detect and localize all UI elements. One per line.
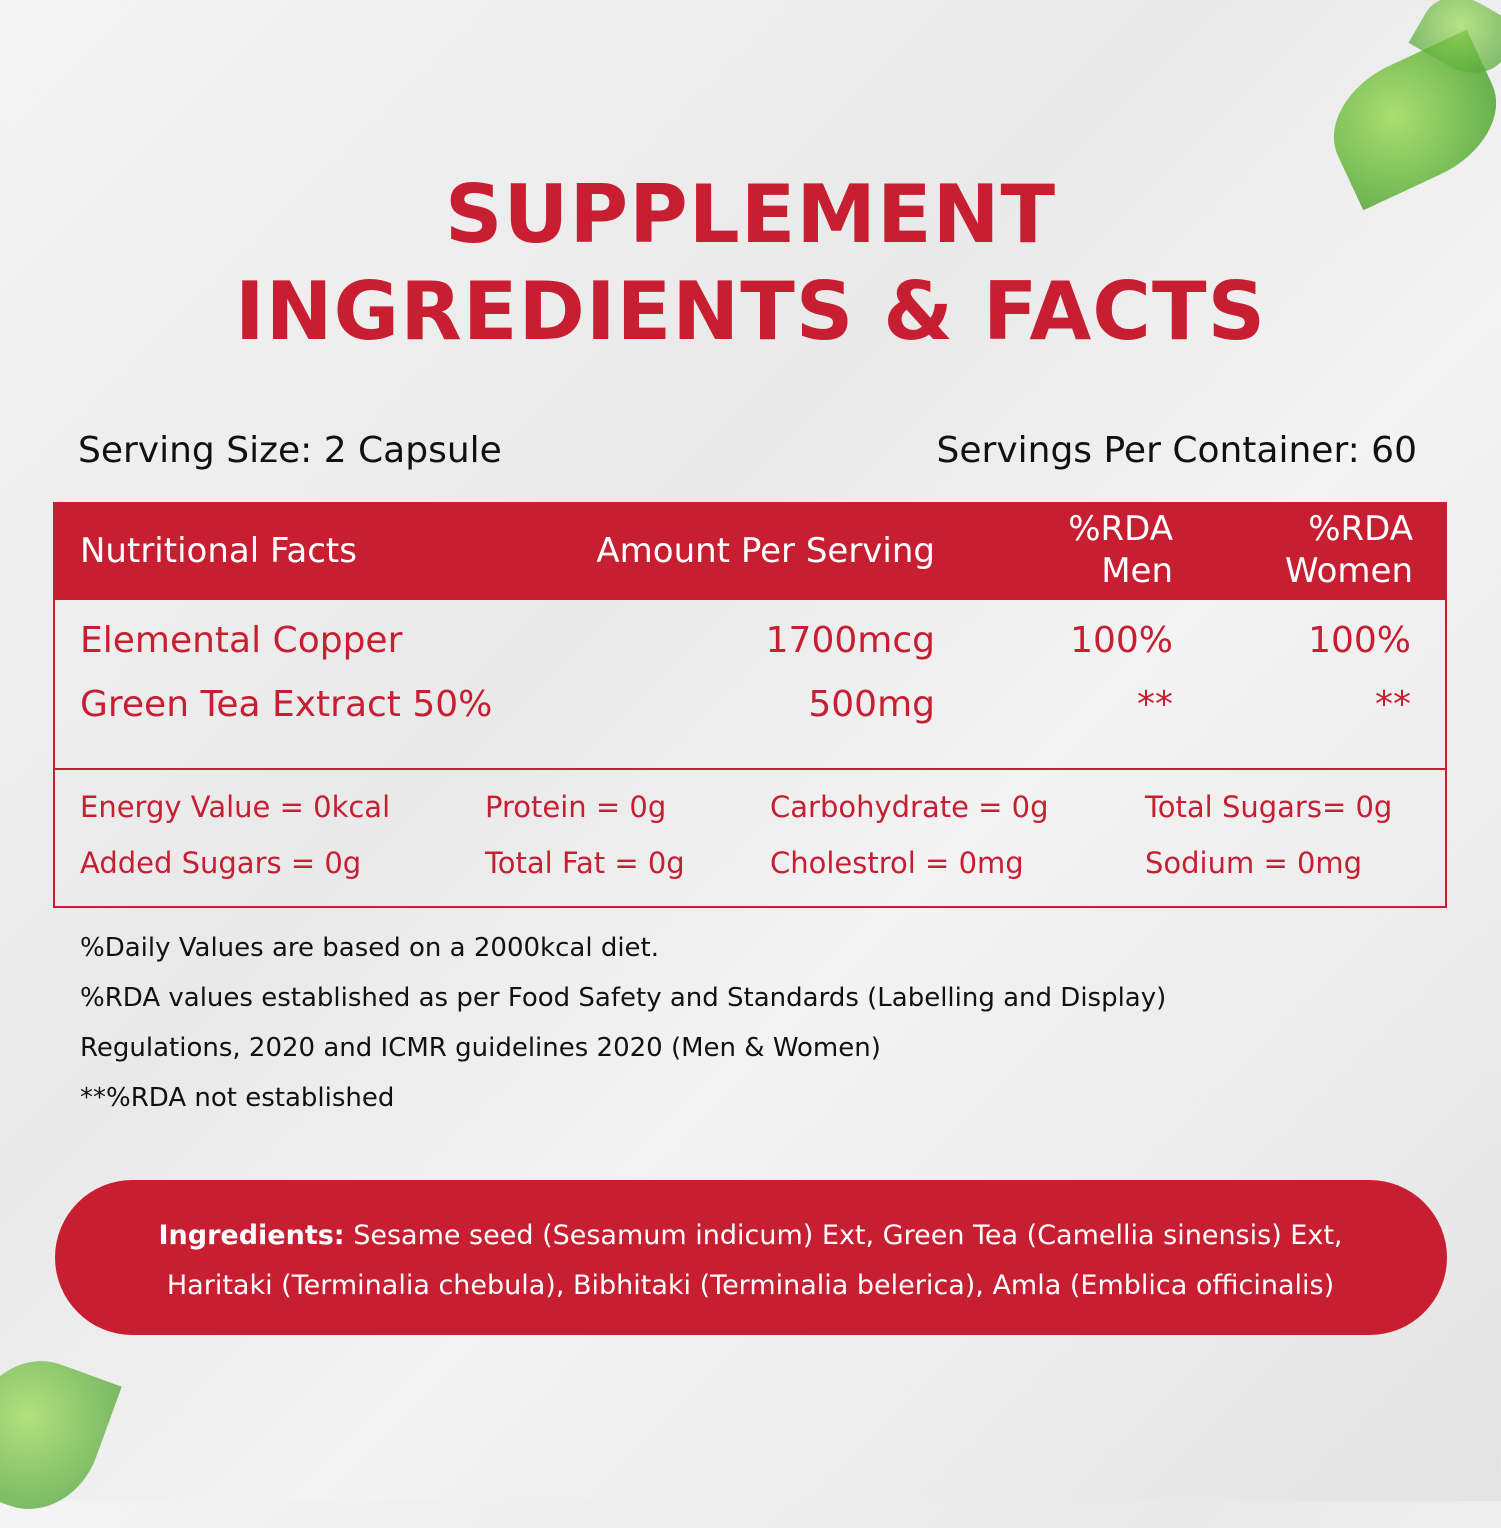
row-cell: ** — [1137, 684, 1173, 725]
row-cell: Green Tea Extract 50% — [80, 684, 493, 725]
nutrient-cell: Total Fat = 0g — [485, 846, 685, 880]
header-cell: Nutritional Facts — [80, 531, 357, 571]
nutrient-cell: Total Sugars= 0g — [1145, 790, 1393, 824]
servings-per-container: Servings Per Container: 60 — [936, 430, 1417, 471]
nutrient-cell: Added Sugars = 0g — [80, 846, 362, 880]
header-cell: %RDA Women — [1284, 509, 1413, 591]
footnote: **%RDA not established — [80, 1083, 395, 1113]
row-cell: 100% — [1070, 620, 1173, 661]
footnote: %Daily Values are based on a 2000kcal di… — [80, 933, 659, 963]
header-cell: %RDA Men — [1068, 509, 1173, 591]
footnote: %RDA values established as per Food Safe… — [80, 983, 1167, 1013]
table-divider — [55, 768, 1445, 770]
facts-table — [53, 502, 1447, 908]
row-cell: 100% — [1308, 620, 1411, 661]
footnote: Regulations, 2020 and ICMR guidelines 20… — [80, 1033, 881, 1063]
title-line: INGREDIENTS & FACTS — [234, 265, 1267, 358]
ingredients-line: Ingredients: Sesame seed (Sesamum indicu… — [0, 1220, 1501, 1251]
row-cell: Elemental Copper — [80, 620, 403, 661]
ingredients-label: Ingredients: — [158, 1220, 345, 1251]
nutrient-cell: Carbohydrate = 0g — [770, 790, 1049, 824]
title-line: SUPPLEMENT — [444, 168, 1057, 261]
nutrient-cell: Cholestrol = 0mg — [770, 846, 1024, 880]
ingredients-line: Haritaki (Terminalia chebula), Bibhitaki… — [166, 1270, 1335, 1301]
row-cell: ** — [1375, 684, 1411, 725]
header-cell: Amount Per Serving — [596, 531, 935, 571]
nutrient-cell: Protein = 0g — [485, 790, 667, 824]
table-header — [55, 504, 1445, 600]
nutrient-cell: Sodium = 0mg — [1145, 846, 1363, 880]
row-cell: 1700mcg — [765, 620, 935, 661]
leaf-decoration — [0, 1342, 122, 1528]
ingredients-panel — [55, 1180, 1447, 1335]
nutrient-cell: Energy Value = 0kcal — [80, 790, 391, 824]
row-cell: 500mg — [808, 684, 935, 725]
ingredients-text: Sesame seed (Sesamum indicum) Ext, Green… — [353, 1220, 1343, 1251]
serving-size: Serving Size: 2 Capsule — [78, 430, 502, 471]
